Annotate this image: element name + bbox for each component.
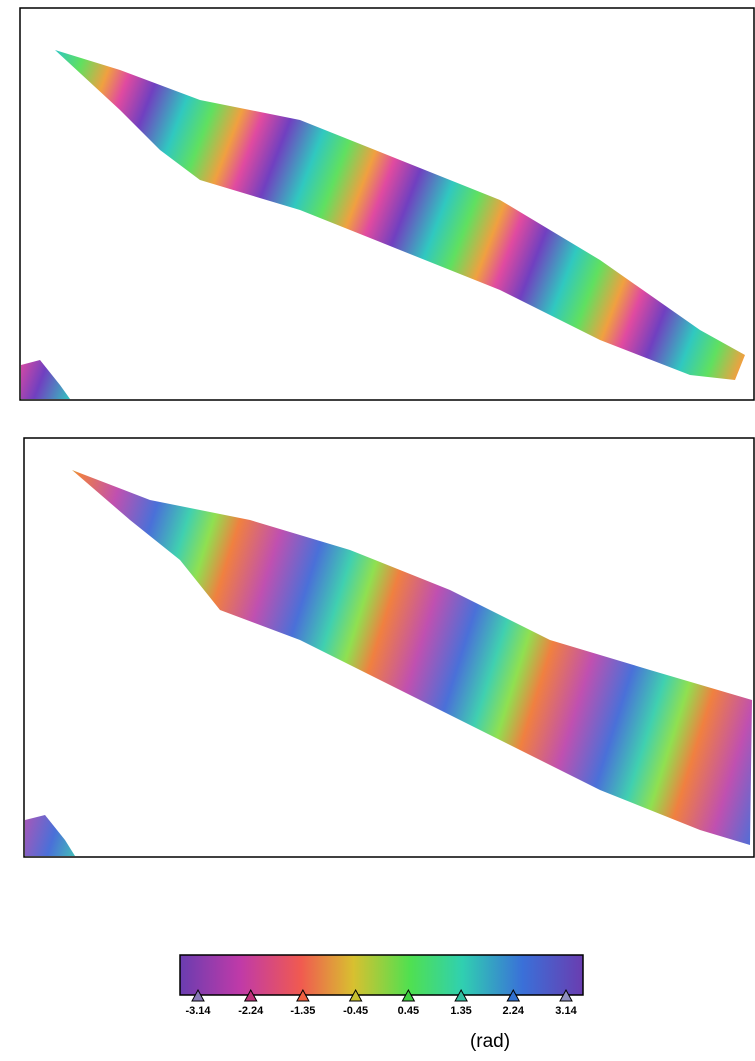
- colorbar-ramp: [180, 955, 583, 995]
- colorbar: (rad) -3.14 -2.24 -1.35 -0.45 0.45 1.35 2.24 3.…: [180, 955, 583, 1052]
- tick-label: 3.14: [555, 1005, 577, 1017]
- tick-label: 1.35: [450, 1005, 471, 1017]
- tick-label: -3.14: [185, 1005, 211, 1017]
- tick-label: 0.45: [398, 1005, 419, 1017]
- panel-bottom: [24, 438, 754, 857]
- tick-label: 2.24: [503, 1005, 525, 1017]
- unit-label: (rad): [470, 1031, 510, 1052]
- tick-label: -2.24: [238, 1005, 264, 1017]
- figure: (rad) -3.14 -2.24 -1.35 -0.45 0.45 1.35 2.24 3.…: [0, 0, 755, 1061]
- tick-label: -0.45: [343, 1005, 368, 1017]
- tick-label: -1.35: [290, 1005, 315, 1017]
- panel-top: [20, 8, 754, 400]
